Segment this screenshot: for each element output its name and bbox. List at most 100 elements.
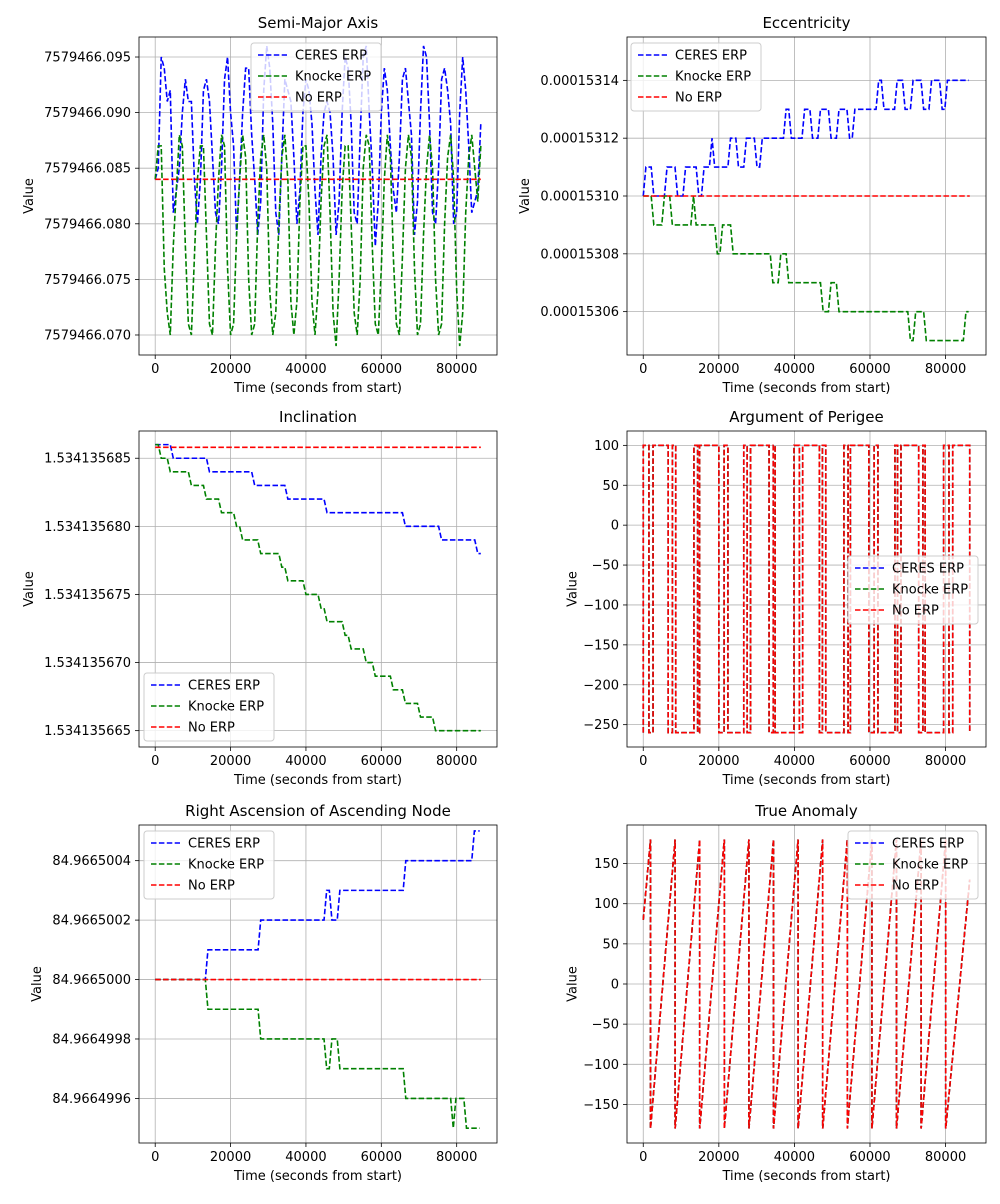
y-tick-label: 7579466.080 — [44, 217, 131, 232]
legend-entry: CERES ERP — [892, 562, 964, 577]
x-tick-label: 80000 — [925, 1150, 966, 1165]
y-tick-label: −50 — [592, 559, 619, 574]
legend-entry: CERES ERP — [892, 837, 964, 852]
legend-entry: No ERP — [892, 879, 939, 894]
x-axis-label: Time (seconds from start) — [233, 381, 402, 396]
x-tick-label: 40000 — [285, 362, 326, 377]
x-tick-label: 60000 — [361, 362, 402, 377]
y-tick-label: 1.534135675 — [44, 588, 131, 603]
y-tick-label: 84.9665000 — [52, 973, 131, 988]
legend-box — [847, 555, 979, 625]
y-tick-label: 0 — [611, 978, 619, 993]
x-tick-label: 40000 — [774, 362, 815, 377]
legend-entry: Knocke ERP — [188, 858, 264, 873]
axes-frame — [626, 430, 987, 748]
legend-entry: Knocke ERP — [892, 583, 968, 598]
x-tick-label: 40000 — [285, 754, 326, 769]
x-tick-label: 40000 — [774, 1150, 815, 1165]
y-tick-label: 0.00015314 — [540, 74, 619, 89]
x-axis-label: Time (seconds from start) — [233, 1169, 402, 1184]
y-tick-label: −100 — [583, 1058, 619, 1073]
y-axis-label: Value — [22, 571, 37, 607]
y-tick-label: −200 — [583, 678, 619, 693]
axes-frame — [138, 430, 498, 748]
x-axis-label: Time (seconds from start) — [721, 1169, 890, 1184]
legend-entry: No ERP — [295, 91, 342, 106]
y-tick-label: −250 — [583, 718, 619, 733]
legend-box — [847, 830, 979, 900]
y-tick-label: 100 — [594, 439, 619, 454]
legend-entry: No ERP — [892, 604, 939, 619]
y-tick-label: −150 — [583, 1098, 619, 1113]
legend-entry: CERES ERP — [188, 679, 260, 694]
x-tick-label: 20000 — [698, 362, 739, 377]
y-tick-label: 84.9664996 — [52, 1092, 131, 1107]
x-tick-label: 80000 — [925, 362, 966, 377]
chart-title: True Anomaly — [754, 802, 858, 820]
y-tick-label: −100 — [583, 598, 619, 613]
series-line-1 — [154, 45, 482, 247]
y-tick-label: 1.534135665 — [44, 724, 131, 739]
legend-entry: No ERP — [188, 721, 235, 736]
y-tick-label: 7579466.070 — [44, 328, 131, 343]
y-axis-label: Value — [565, 966, 580, 1002]
y-tick-label: 1.534135685 — [44, 452, 131, 467]
y-tick-label: 7579466.085 — [44, 162, 131, 177]
series-line-2 — [643, 195, 969, 342]
axes-frame — [138, 824, 498, 1144]
chart-title: Semi-Major Axis — [258, 14, 379, 32]
y-tick-label: 0.00015308 — [540, 247, 619, 262]
x-tick-label: 20000 — [698, 754, 739, 769]
legend-entry: CERES ERP — [675, 49, 747, 64]
y-tick-label: 50 — [602, 937, 619, 952]
legend-entry: No ERP — [675, 91, 722, 106]
y-tick-label: 7579466.095 — [44, 51, 131, 66]
y-tick-label: 0 — [611, 519, 619, 534]
legend-box — [143, 830, 275, 900]
chart-title: Argument of Perigee — [729, 408, 883, 426]
y-tick-label: 1.534135680 — [44, 520, 131, 535]
y-tick-label: 84.9665002 — [52, 914, 131, 929]
chart-title: Eccentricity — [762, 14, 850, 32]
series-line-2 — [154, 134, 482, 347]
y-tick-label: −150 — [583, 638, 619, 653]
x-axis-label: Time (seconds from start) — [721, 381, 890, 396]
series-line-1 — [155, 443, 481, 555]
series-line-1 — [155, 830, 480, 981]
y-tick-label: 150 — [594, 857, 619, 872]
y-axis-label: Value — [518, 178, 533, 214]
x-tick-label: 0 — [639, 1150, 647, 1165]
legend-box — [250, 42, 382, 112]
y-tick-label: −50 — [592, 1018, 619, 1033]
x-tick-label: 60000 — [849, 1150, 890, 1165]
x-tick-label: 60000 — [361, 1150, 402, 1165]
x-tick-label: 60000 — [849, 362, 890, 377]
series-line-2 — [155, 443, 481, 732]
chart-panel-6: 0 20000 40000 60000 80000 −150 −100 −50 0 50 100 15… — [565, 802, 987, 1184]
legend: CERES ERP Knocke ERP No ERP — [143, 830, 275, 900]
series-line-3 — [642, 444, 971, 734]
y-tick-label: 0.00015306 — [540, 305, 619, 320]
x-tick-label: 20000 — [210, 362, 251, 377]
legend-entry: Knocke ERP — [188, 700, 264, 715]
x-tick-label: 20000 — [698, 1150, 739, 1165]
legend-entry: Knocke ERP — [295, 70, 371, 85]
x-tick-label: 20000 — [210, 1150, 251, 1165]
y-tick-label: 50 — [602, 479, 619, 494]
y-tick-label: 7579466.090 — [44, 106, 131, 121]
legend-box — [143, 672, 275, 742]
chart-panel-1: 0 20000 40000 60000 80000 7579466.070 7579466.… — [22, 14, 498, 396]
series-line-2 — [155, 978, 480, 1129]
x-tick-label: 0 — [639, 754, 647, 769]
y-tick-label: 100 — [594, 897, 619, 912]
series-line-1 — [642, 79, 969, 197]
chart-panel-2: 0 20000 40000 60000 80000 0.00015306 0.0001530… — [518, 14, 987, 396]
x-tick-label: 0 — [151, 362, 159, 377]
legend: CERES ERP Knocke ERP No ERP — [630, 42, 762, 112]
legend-entry: Knocke ERP — [892, 858, 968, 873]
x-tick-label: 40000 — [285, 1150, 326, 1165]
chart-title: Right Ascension of Ascending Node — [185, 802, 451, 820]
chart-panel-3: 0 20000 40000 60000 80000 1.534135665 1.534135… — [22, 408, 498, 788]
legend-entry: Knocke ERP — [675, 70, 751, 85]
